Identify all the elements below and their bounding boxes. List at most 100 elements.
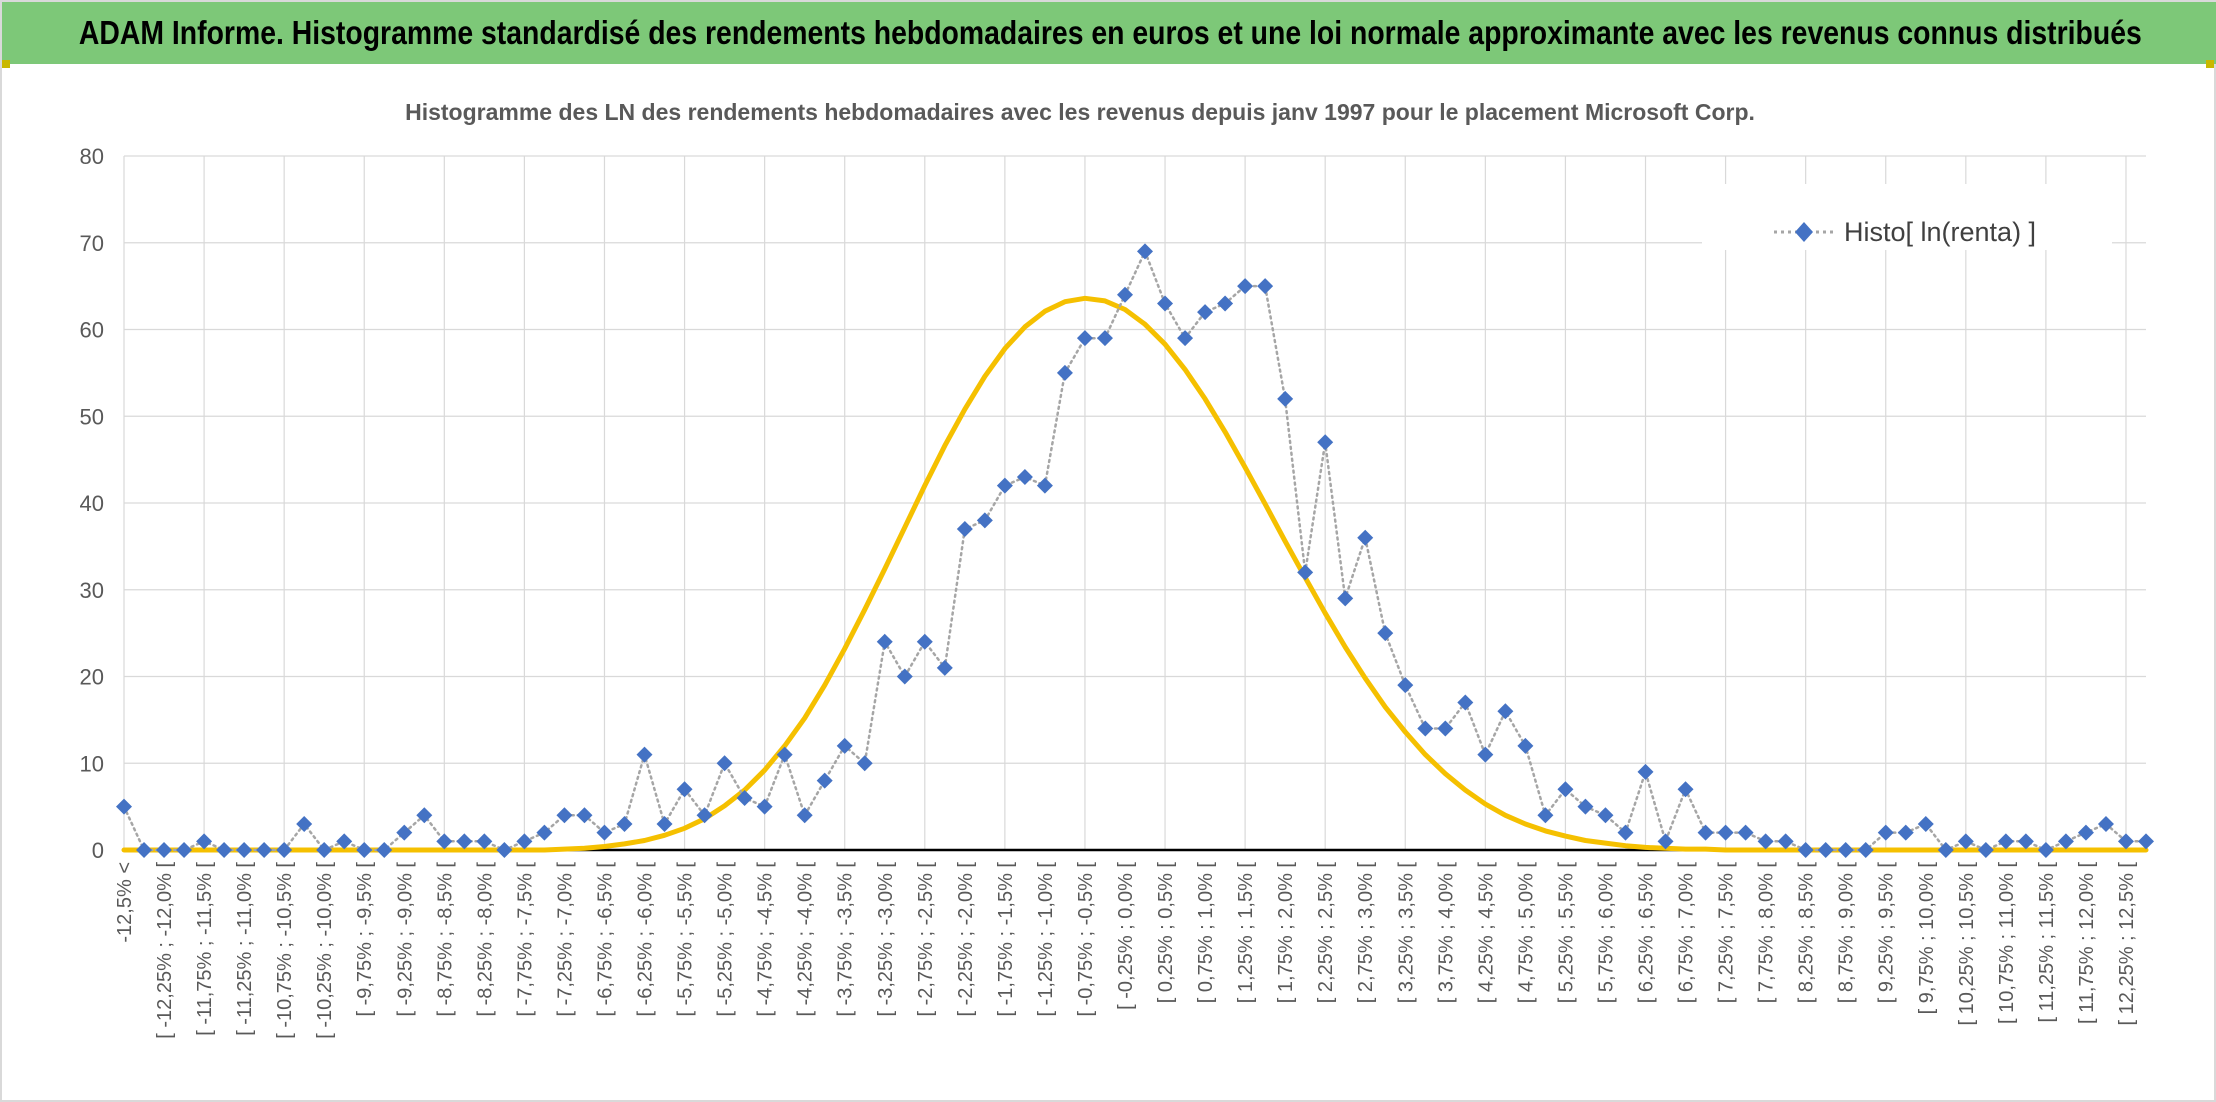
- histogram-connector-line: [122, 248, 2148, 852]
- x-tick-label: [ -8,25% ; -8,0% [: [474, 862, 496, 1017]
- histogram-point: [1357, 529, 1374, 546]
- histogram-point: [816, 772, 833, 789]
- histogram-point: [2138, 833, 2154, 850]
- histogram-point: [1997, 833, 2014, 850]
- histogram-point: [276, 842, 293, 858]
- x-tick-label: [ 9,25% ; 9,5% [: [1876, 862, 1898, 1004]
- histogram-point: [316, 842, 333, 858]
- histogram-point: [876, 633, 893, 650]
- histogram-point: [1517, 737, 1534, 754]
- histogram-point: [596, 824, 613, 841]
- x-tick-label: [ 8,75% ; 9,0% [: [1836, 862, 1858, 1004]
- x-axis: -12,5% < [ -12,25% ; -12,0% [[ -11,75% ; …: [114, 862, 2138, 1039]
- x-tick-label: [ -5,25% ; -5,0% [: [715, 862, 737, 1017]
- histogram-point: [1897, 824, 1914, 841]
- x-tick-label: [ 6,25% ; 6,5% [: [1636, 862, 1658, 1004]
- y-tick-label: 60: [80, 318, 104, 343]
- histogram-point: [2117, 833, 2134, 850]
- histogram-point: [556, 807, 573, 824]
- histogram-point: [1677, 781, 1694, 798]
- x-tick-label: [ 3,25% ; 3,5% [: [1395, 862, 1417, 1004]
- x-tick-label: [ -5,75% ; -5,5% [: [675, 862, 697, 1017]
- x-tick-label: [ 7,75% ; 8,0% [: [1756, 862, 1778, 1004]
- histogram-point: [1837, 842, 1854, 858]
- x-tick-label: [ 9,75% ; 10,0% [: [1916, 862, 1938, 1015]
- histogram-point: [2057, 833, 2074, 850]
- histogram-point: [676, 781, 693, 798]
- histogram-point: [1317, 434, 1334, 451]
- histogram-point: [1857, 842, 1874, 858]
- y-tick-label: 10: [80, 751, 104, 776]
- histogram-point: [196, 833, 213, 850]
- histogram-point: [1096, 330, 1113, 347]
- histogram-point: [856, 755, 873, 772]
- histogram-point: [1497, 703, 1514, 720]
- histogram-point: [116, 798, 132, 815]
- normal-curve-series: [121, 295, 2149, 853]
- histogram-point: [1076, 330, 1093, 347]
- x-tick-label: [ 11,75% ; 12,0% [: [2076, 862, 2098, 1024]
- histogram-point: [1977, 842, 1994, 858]
- x-tick-label: [ -12,25% ; -12,0% [: [154, 862, 176, 1039]
- y-tick-label: 80: [80, 144, 104, 169]
- x-tick-label: [ 4,25% ; 4,5% [: [1475, 862, 1497, 1004]
- histogram-point: [456, 833, 473, 850]
- histogram-point: [2097, 815, 2114, 832]
- histogram-point: [2037, 842, 2054, 858]
- x-tick-label: [ 4,75% ; 5,0% [: [1515, 862, 1537, 1004]
- x-tick-label: [ -7,75% ; -7,5% [: [514, 862, 536, 1017]
- gridlines: [123, 155, 2146, 850]
- histogram-point: [1917, 815, 1934, 832]
- histogram-point: [1637, 763, 1654, 780]
- histogram-point: [1277, 390, 1294, 407]
- x-tick-label: [ 3,75% ; 4,0% [: [1435, 862, 1457, 1004]
- histogram-point: [1197, 304, 1214, 321]
- y-axis: 0 10 20 30 40 50 60 70 80: [80, 144, 104, 863]
- chart: Histogramme des LN des rendements hebdom…: [80, 99, 2154, 1039]
- histogram-point: [516, 833, 533, 850]
- histogram-point: [1177, 330, 1194, 347]
- y-tick-label: 30: [80, 578, 104, 603]
- histogram-point: [176, 842, 193, 858]
- x-tick-label: [ -10,75% ; -10,5% [: [274, 862, 296, 1039]
- histogram-point: [376, 842, 393, 858]
- histogram-point: [976, 512, 993, 529]
- legend-label: Histo[ ln(renta) ]: [1844, 217, 2036, 247]
- x-tick-label: [ -1,75% ; -1,5% [: [995, 862, 1017, 1017]
- histogram-point: [1937, 842, 1954, 858]
- histogram-point: [476, 833, 493, 850]
- histogram-point: [356, 842, 373, 858]
- x-tick-label: [ 6,75% ; 7,0% [: [1676, 862, 1698, 1004]
- histogram-point: [836, 737, 853, 754]
- header-bar: ADAM Informe. Histogramme standardisé de…: [2, 2, 2216, 64]
- histogram-point: [1557, 781, 1574, 798]
- x-tick-label: [ -0,25% ; 0,0% [: [1115, 862, 1137, 1010]
- histogram-point: [236, 842, 253, 858]
- histogram-series: [116, 243, 2154, 858]
- histogram-point: [1877, 824, 1894, 841]
- legend-box: [1702, 184, 2112, 250]
- histogram-point: [1737, 824, 1754, 841]
- histogram-point: [216, 842, 233, 858]
- legend-marker-icon: [1795, 222, 1813, 242]
- histogram-point: [756, 798, 773, 815]
- x-tick-label: [ -3,25% ; -3,0% [: [875, 862, 897, 1017]
- histogram-point: [1417, 720, 1434, 737]
- x-tick-label: [ 2,75% ; 3,0% [: [1355, 862, 1377, 1004]
- x-tick-label: [ -3,75% ; -3,5% [: [835, 862, 857, 1017]
- x-tick-label: [ -9,75% ; -9,5% [: [354, 862, 376, 1017]
- histogram-point: [996, 477, 1013, 494]
- histogram-point: [1817, 842, 1834, 858]
- histogram-point: [1237, 278, 1254, 295]
- chart-title: Histogramme des LN des rendements hebdom…: [405, 99, 1755, 125]
- histogram-point: [636, 746, 653, 763]
- histogram-point: [2077, 824, 2094, 841]
- histogram-point: [716, 755, 733, 772]
- x-tick-label: [ -11,75% ; -11,5% [: [194, 862, 216, 1036]
- histogram-point: [1757, 833, 1774, 850]
- histogram-point: [1697, 824, 1714, 841]
- histogram-point: [396, 824, 413, 841]
- histogram-point: [1437, 720, 1454, 737]
- corner-mark-right: [2206, 60, 2214, 68]
